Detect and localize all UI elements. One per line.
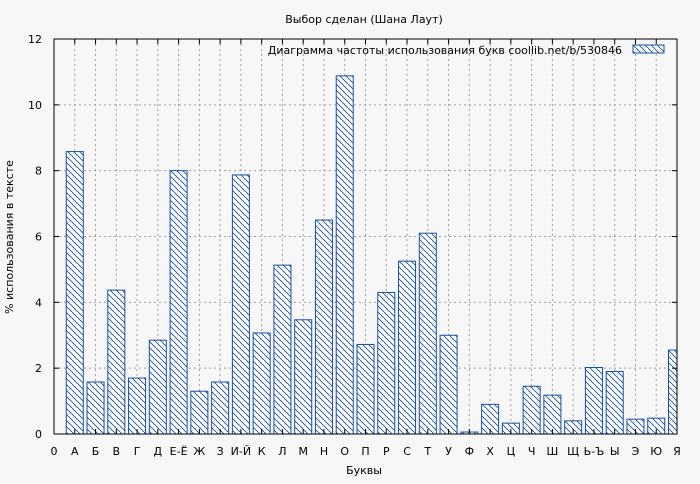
bar-Р <box>377 291 396 435</box>
x-tick-label: Ю <box>650 445 662 458</box>
x-tick-label: Л <box>278 445 286 458</box>
x-tick-label: Р <box>383 445 390 458</box>
grid <box>54 39 677 434</box>
bar-Г <box>128 377 147 435</box>
bar-Б <box>86 381 105 435</box>
bar-В <box>107 289 126 435</box>
bar-У <box>439 334 458 435</box>
bar-Ч <box>522 385 541 435</box>
x-tick-label: Э <box>632 445 640 458</box>
y-tick-label: 12 <box>28 33 42 46</box>
bar-Е-Ё <box>169 170 188 435</box>
bar-Ы <box>605 370 624 435</box>
chart-title: Выбор сделан (Шана Лаут) <box>285 13 443 26</box>
y-tick-label: 8 <box>35 165 42 178</box>
bar-П <box>356 343 375 435</box>
x-tick-label: Ф <box>465 445 474 458</box>
legend-label: Диаграмма частоты использования букв coo… <box>268 44 622 57</box>
x-tick-label: Е-Ё <box>170 445 188 458</box>
y-tick-label: 0 <box>35 428 42 441</box>
x-tick-label: А <box>71 445 79 458</box>
x-tick-label: К <box>258 445 266 458</box>
x-tick-label: Ч <box>528 445 536 458</box>
x-tick-label: Я <box>673 445 681 458</box>
y-tick-label: 6 <box>35 231 42 244</box>
x-tick-label: Н <box>320 445 328 458</box>
bars <box>65 75 678 435</box>
bar-З <box>211 381 230 435</box>
x-tick-label: Ь-Ъ <box>584 445 605 458</box>
y-axis-label: % использования в тексте <box>3 160 16 314</box>
x-tick-label: Г <box>134 445 141 458</box>
bar-С <box>398 260 417 435</box>
bar-К <box>252 332 271 435</box>
x-tick-label: Ц <box>507 445 516 458</box>
x-tick-label: З <box>217 445 224 458</box>
x-tick-label: Д <box>154 445 163 458</box>
x-tick-label: У <box>445 445 452 458</box>
bar-Ь-Ъ <box>584 367 603 435</box>
legend: Диаграмма частоты использования букв coo… <box>268 44 665 57</box>
x-tick-label: О <box>340 445 349 458</box>
x-tick-label: М <box>298 445 308 458</box>
bar-Т <box>418 232 437 435</box>
bar-Д <box>148 339 167 435</box>
legend-swatch <box>632 44 665 54</box>
x-tick-label: Ш <box>547 445 559 458</box>
y-tick-label: 4 <box>35 296 42 309</box>
bar-Ш <box>543 394 562 435</box>
bar-Н <box>314 219 333 435</box>
x-tick-label: С <box>403 445 411 458</box>
x-tick-label: Б <box>92 445 100 458</box>
bar-И-Й <box>231 174 250 435</box>
bar-О <box>335 75 354 435</box>
x-tick-label: Щ <box>567 445 579 458</box>
x-tick-label: 0 <box>51 445 58 458</box>
x-axis-label: Буквы <box>346 464 382 477</box>
plot-frame <box>53 38 678 435</box>
y-tick-label: 2 <box>35 362 42 375</box>
x-tick-label: Х <box>486 445 494 458</box>
x-tick-label: Т <box>423 445 431 458</box>
bar-А <box>65 151 84 435</box>
bar-М <box>294 319 313 435</box>
bar-Л <box>273 264 292 435</box>
x-tick-label: И-Й <box>231 445 251 458</box>
bar-Ж <box>190 390 209 435</box>
y-tick-label: 10 <box>28 99 42 112</box>
bar-Я <box>667 349 678 435</box>
x-tick-label: Ж <box>193 445 205 458</box>
x-tick-label: В <box>113 445 121 458</box>
x-tick-label: Ы <box>610 445 620 458</box>
x-tick-label: П <box>361 445 369 458</box>
